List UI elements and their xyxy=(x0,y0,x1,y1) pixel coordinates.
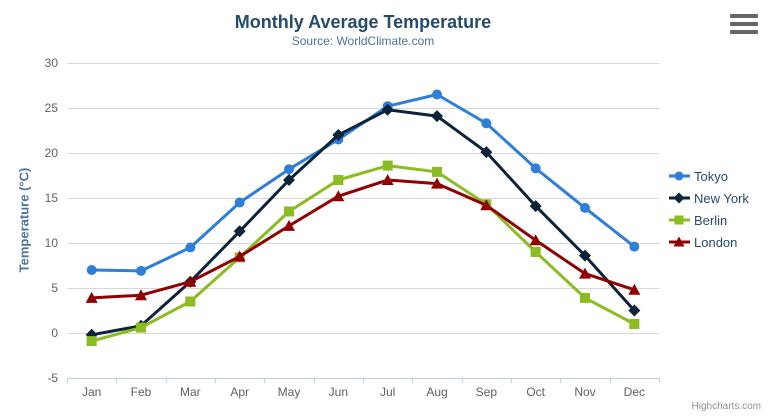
legend: Tokyo New York Berlin London xyxy=(669,168,749,250)
chart-subtitle: Source: WorldClimate.com xyxy=(291,34,435,48)
svg-text:15: 15 xyxy=(45,191,59,205)
svg-text:Aug: Aug xyxy=(426,385,447,399)
export-menu-button[interactable] xyxy=(730,14,758,34)
svg-text:Apr: Apr xyxy=(230,385,249,399)
svg-text:Nov: Nov xyxy=(574,385,595,399)
hamburger-menu-icon xyxy=(730,22,758,26)
svg-text:Dec: Dec xyxy=(624,385,645,399)
svg-text:0: 0 xyxy=(51,326,58,340)
highcharts-credits-link[interactable]: Highcharts.com xyxy=(691,401,761,412)
legend-label: Tokyo xyxy=(694,168,728,184)
svg-text:May: May xyxy=(278,385,301,399)
legend-label: New York xyxy=(694,190,749,206)
legend-label: Berlin xyxy=(694,212,728,228)
svg-text:5: 5 xyxy=(51,281,58,295)
svg-text:Jan: Jan xyxy=(82,385,101,399)
svg-text:25: 25 xyxy=(45,101,59,115)
legend-marker-diamond-icon xyxy=(669,192,690,204)
legend-item-tokyo[interactable]: Tokyo xyxy=(669,168,749,184)
hamburger-menu-icon xyxy=(730,30,758,34)
svg-text:30: 30 xyxy=(45,56,59,70)
legend-label: London xyxy=(694,234,738,250)
legend-marker-square-icon xyxy=(669,215,690,225)
legend-item-berlin[interactable]: Berlin xyxy=(669,212,749,228)
svg-text:-5: -5 xyxy=(47,371,58,385)
svg-text:Feb: Feb xyxy=(131,385,152,399)
y-axis-title: Temperature (°C) xyxy=(16,167,32,273)
legend-item-london[interactable]: London xyxy=(669,234,749,250)
svg-text:20: 20 xyxy=(45,146,59,160)
svg-text:10: 10 xyxy=(45,236,59,250)
legend-item-new-york[interactable]: New York xyxy=(669,190,749,206)
chart-title: Monthly Average Temperature xyxy=(234,12,492,32)
svg-text:Sep: Sep xyxy=(476,385,498,399)
svg-text:Mar: Mar xyxy=(180,385,201,399)
svg-text:Oct: Oct xyxy=(526,385,545,399)
legend-marker-triangle-icon xyxy=(669,236,690,247)
svg-text:Jun: Jun xyxy=(329,385,348,399)
legend-marker-circle-icon xyxy=(669,171,690,181)
hamburger-menu-icon xyxy=(730,14,758,18)
svg-text:Jul: Jul xyxy=(380,385,395,399)
